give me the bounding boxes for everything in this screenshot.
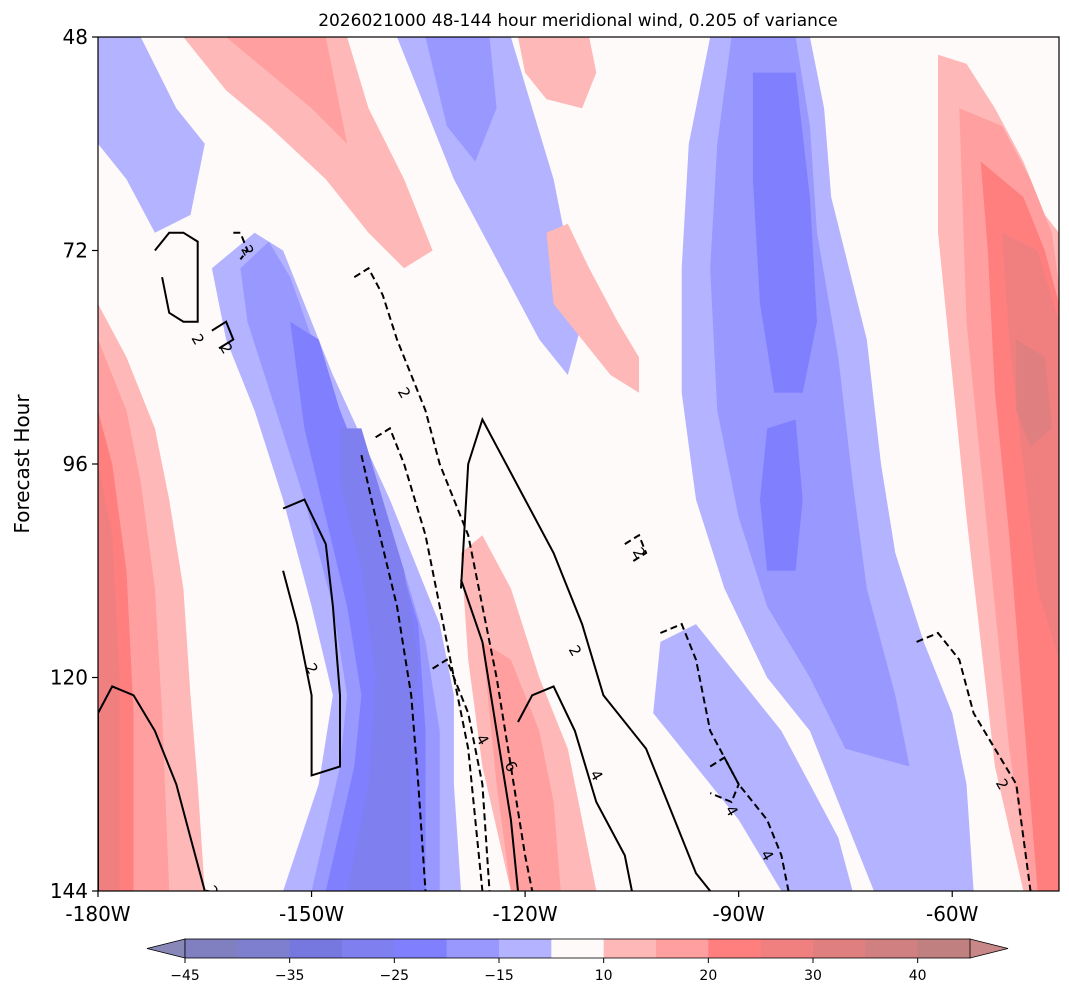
contour-solid-left-middle [282, 498, 341, 777]
fill-pos-upper-left-mid [226, 37, 348, 144]
colorbar-tick-label--35: −35 [275, 968, 305, 984]
contour-dashed-small-3 [709, 756, 740, 804]
fill-pos-upper-right-small [518, 37, 597, 109]
colorbar-tick-label-20: 20 [699, 968, 717, 984]
colorbar-tick-label-40: 40 [909, 968, 927, 984]
colorbar-bin-13 [865, 939, 919, 958]
fill-pos-left-dark [98, 464, 120, 891]
fill-neg-east-core [752, 72, 817, 393]
y-axis: 48 72 96 120 144 [50, 25, 98, 903]
contour-dashed-inner [432, 658, 491, 891]
colorbar-bin-1 [237, 939, 291, 958]
colorbar-tick-label-30: 30 [804, 968, 822, 984]
fill-pos-middle-lower-mid [482, 641, 561, 891]
colorbar-tick-label-10: 10 [595, 968, 613, 984]
contour-label-13: 2 [202, 882, 222, 899]
y-tick-label-96: 96 [63, 452, 88, 476]
x-axis: -180W -150W -120W -90W -60W [65, 891, 979, 926]
x-tick-label--90: -90W [712, 902, 765, 926]
contour-solid-upper-left [154, 231, 199, 323]
x-tick-label--180: -180W [65, 902, 130, 926]
colorbar-bin-6 [499, 939, 552, 958]
colorbar-tick-label--45: −45 [170, 968, 200, 984]
contour-dashed-main-3 [360, 454, 427, 891]
colorbar-bin-8 [603, 939, 657, 958]
y-axis-label: Forecast Hour [10, 394, 34, 534]
colorbar-bin-0 [185, 939, 238, 958]
x-tick-label--150: -150W [279, 902, 344, 926]
y-tick-label-72: 72 [63, 239, 88, 263]
colorbar-bin-3 [342, 939, 395, 958]
contour-dashed-main-1 [353, 266, 534, 891]
colorbar-under-arrow [146, 938, 186, 959]
contour-dashed-main-2 [375, 426, 484, 891]
colorbar-bin-11 [760, 939, 814, 958]
contour-solid-middle [460, 416, 711, 891]
contour-dashed-small-1 [624, 533, 648, 563]
contour-solid-right-lower [517, 685, 633, 891]
colorbar-tick-label--15: −15 [484, 968, 514, 984]
fill-pos-right-darkest [1016, 339, 1052, 447]
colorbar-bin-14 [917, 939, 971, 958]
contour-lines [98, 231, 1032, 891]
contour-solid-middle-lower [460, 579, 519, 891]
colorbar-bin-5 [446, 939, 500, 958]
colorbar-bin-10 [708, 939, 762, 958]
y-tick-label-144: 144 [50, 879, 88, 903]
x-tick-label--120: -120W [493, 902, 558, 926]
fill-neg-east-core2 [760, 419, 803, 571]
fill-neg-tongue-dark [340, 428, 419, 891]
contour-solid-left-bottom [98, 685, 206, 891]
y-tick-label-48: 48 [63, 25, 88, 49]
colorbar: −45 −35 −25 −15 10 20 30 40 [146, 938, 1009, 984]
y-tick-label-120: 120 [50, 666, 88, 690]
contour-dashed-upper-left [233, 231, 249, 261]
colorbar-bin-7 [551, 939, 605, 958]
fill-pos-right-dark [1002, 232, 1059, 660]
chart-title: 2026021000 48-144 hour meridional wind, … [318, 11, 838, 31]
colorbar-bin-4 [394, 939, 448, 958]
fill-neg-upper-mid-core [425, 37, 497, 162]
colorbar-over-arrow [969, 938, 1009, 959]
fill-neg-upper-left [98, 37, 205, 233]
contour-dashed-right [916, 631, 1032, 891]
colorbar-frame [184, 938, 971, 959]
filled-contours [98, 37, 1059, 891]
x-tick-label--60: -60W [926, 902, 979, 926]
fill-pos-middle-upper [546, 223, 639, 393]
colorbar-bin-12 [813, 939, 866, 958]
colorbar-tick-label--25: −25 [380, 968, 410, 984]
colorbar-bin-9 [656, 939, 709, 958]
colorbar-bin-2 [289, 939, 343, 958]
fill-neg-upper-mid [397, 37, 583, 375]
contour-solid-upper-left-small [211, 320, 235, 350]
fill-pos-upper-left [183, 37, 433, 269]
